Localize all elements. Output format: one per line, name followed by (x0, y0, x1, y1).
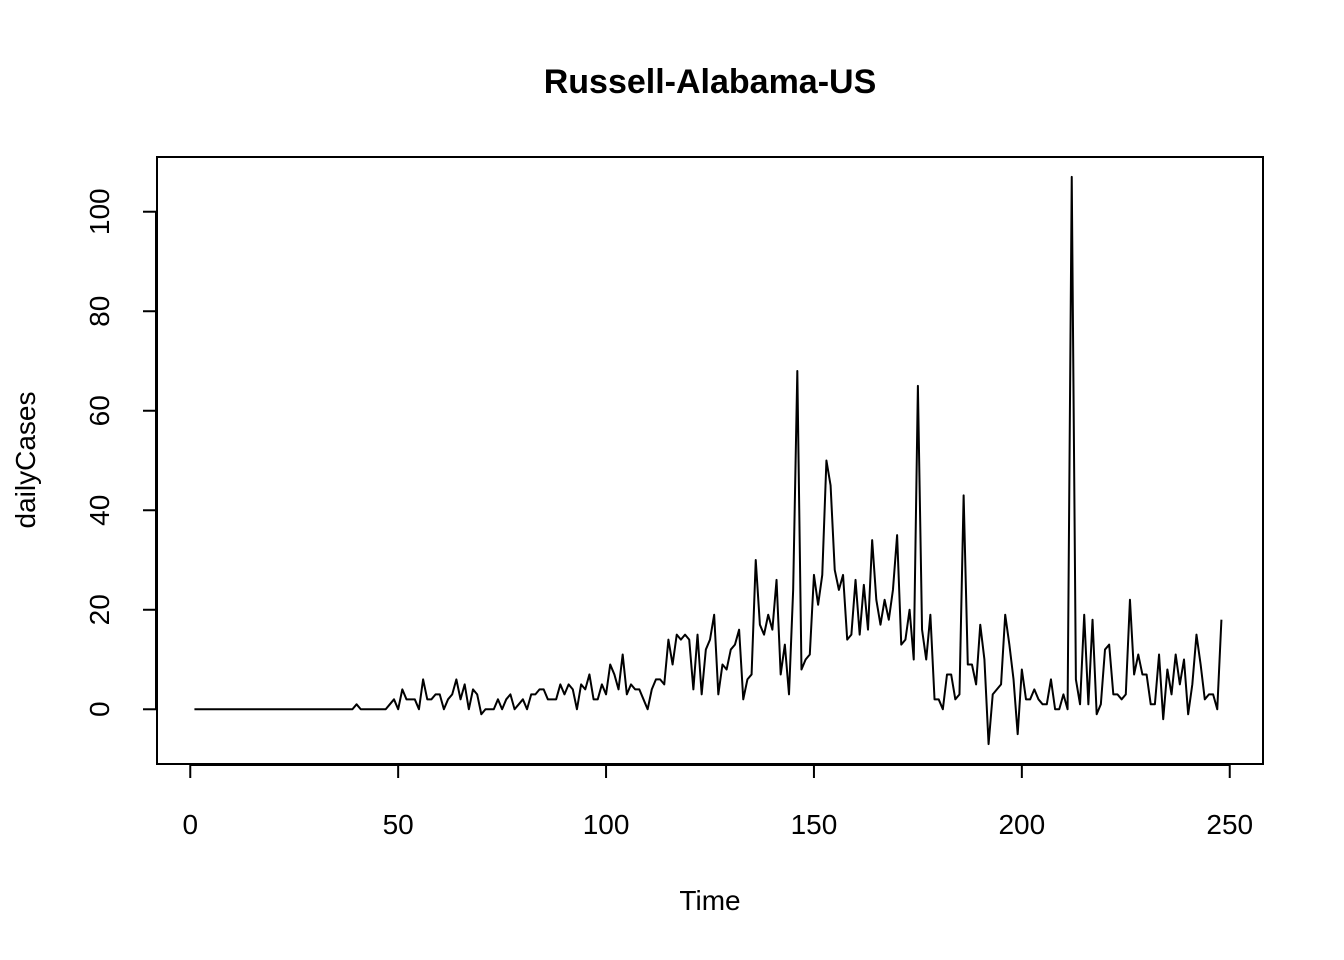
x-tick-label: 150 (791, 809, 838, 840)
x-tick-label: 100 (583, 809, 630, 840)
y-tick-label: 20 (84, 594, 115, 625)
plot-frame (156, 156, 1264, 765)
x-tick-label: 0 (182, 809, 198, 840)
x-axis: 0 50 100 150 200 250 (182, 764, 1253, 840)
y-tick-label: 40 (84, 495, 115, 526)
x-tick-label: 250 (1206, 809, 1253, 840)
chart-title: Russell-Alabama-US (544, 63, 877, 101)
y-tick-label: 0 (84, 701, 115, 717)
x-tick-label: 50 (383, 809, 414, 840)
y-tick-label: 80 (84, 296, 115, 327)
y-tick-label: 100 (84, 188, 115, 235)
y-tick-label: 60 (84, 395, 115, 426)
x-tick-label: 200 (998, 809, 1045, 840)
x-axis-label: Time (679, 885, 740, 916)
y-axis-label: dailyCases (10, 392, 41, 529)
y-axis: 0 20 40 60 80 100 (84, 188, 157, 717)
series-line-daily-cases (194, 175, 1223, 746)
